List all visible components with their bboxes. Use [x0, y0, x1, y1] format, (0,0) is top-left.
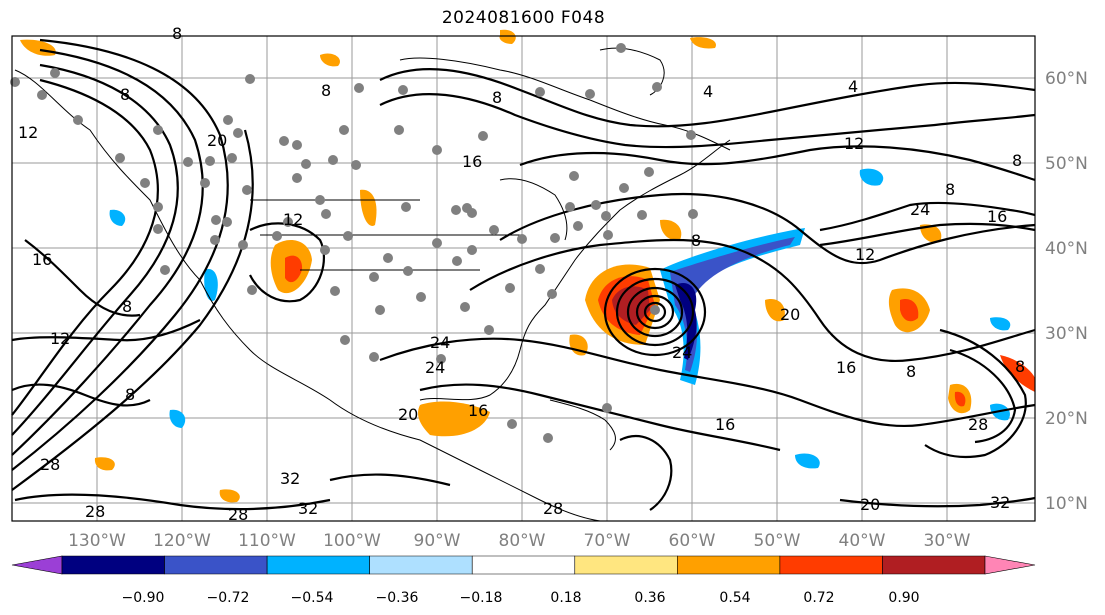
svg-text:20: 20 [398, 405, 418, 424]
colorbar-bin [369, 555, 473, 575]
coastlines [14, 47, 731, 522]
svg-text:40°W: 40°W [839, 531, 886, 551]
colorbar-labels: −0.90 −0.72 −0.54 −0.36 −0.18 0.18 0.36 … [122, 590, 920, 606]
map-area [12, 36, 1035, 521]
svg-text:8: 8 [945, 180, 955, 199]
colorbar-bin [574, 555, 678, 575]
svg-text:8: 8 [125, 385, 135, 404]
svg-text:16: 16 [715, 415, 735, 434]
colorbar-label: 0.90 [888, 590, 919, 606]
svg-text:8: 8 [492, 88, 502, 107]
svg-text:12: 12 [50, 329, 70, 348]
svg-text:16: 16 [32, 250, 52, 269]
svg-text:50°N: 50°N [1045, 154, 1088, 174]
svg-text:130°W: 130°W [68, 531, 126, 551]
colorbar-bin [11, 555, 63, 575]
svg-text:32: 32 [298, 499, 318, 518]
svg-text:40°N: 40°N [1045, 239, 1088, 259]
contour-lines [11, 38, 1036, 511]
svg-text:32: 32 [990, 493, 1010, 512]
colorbar-label: 0.54 [719, 590, 750, 606]
colorbar-bin [266, 555, 370, 575]
map-title: 2024081600 F048 [441, 8, 606, 28]
svg-text:24: 24 [425, 358, 445, 377]
svg-text:4: 4 [848, 77, 858, 96]
longitude-labels: 130°W 120°W 110°W 100°W 90°W 80°W 70°W 6… [68, 531, 971, 551]
svg-text:20°N: 20°N [1045, 409, 1088, 429]
station-markers [10, 43, 698, 443]
svg-text:16: 16 [462, 152, 482, 171]
colorbar-label: 0.72 [803, 590, 834, 606]
svg-text:28: 28 [228, 505, 248, 524]
svg-text:16: 16 [468, 401, 488, 420]
svg-text:110°W: 110°W [238, 531, 296, 551]
svg-text:20: 20 [207, 131, 227, 150]
svg-text:70°W: 70°W [584, 531, 631, 551]
colorbar-bin [61, 555, 165, 575]
map-frame [11, 35, 1036, 522]
svg-text:12: 12 [18, 123, 38, 142]
svg-text:28: 28 [40, 455, 60, 474]
colorbar-bin [984, 555, 1036, 575]
colorbar-bin [677, 555, 781, 575]
svg-text:8: 8 [122, 297, 132, 316]
svg-text:12: 12 [855, 245, 875, 264]
colorbar-label: −0.72 [207, 590, 250, 606]
colorbar-bin [164, 555, 268, 575]
svg-text:12: 12 [844, 134, 864, 153]
svg-text:16: 16 [836, 358, 856, 377]
svg-text:8: 8 [321, 81, 331, 100]
svg-text:12: 12 [283, 210, 303, 229]
svg-text:8: 8 [906, 362, 916, 381]
svg-text:90°W: 90°W [414, 531, 461, 551]
svg-text:24: 24 [430, 333, 450, 352]
svg-text:28: 28 [968, 415, 988, 434]
svg-text:24: 24 [910, 200, 930, 219]
colorbar [11, 555, 1036, 575]
colorbar-label: −0.18 [460, 590, 503, 606]
svg-text:8: 8 [691, 231, 701, 250]
svg-text:80°W: 80°W [499, 531, 546, 551]
svg-text:16: 16 [987, 207, 1007, 226]
svg-text:100°W: 100°W [323, 531, 381, 551]
svg-text:8: 8 [172, 24, 182, 43]
svg-text:120°W: 120°W [153, 531, 211, 551]
svg-text:60°N: 60°N [1045, 69, 1088, 89]
svg-text:10°N: 10°N [1045, 494, 1088, 514]
colorbar-bin [471, 555, 576, 575]
svg-text:60°W: 60°W [669, 531, 716, 551]
svg-text:20: 20 [860, 495, 880, 514]
colorbar-label: 0.36 [634, 590, 665, 606]
colorbar-label: −0.54 [291, 590, 334, 606]
svg-text:32: 32 [280, 469, 300, 488]
svg-text:8: 8 [120, 85, 130, 104]
colorbar-label: −0.90 [122, 590, 165, 606]
svg-text:24: 24 [672, 343, 692, 362]
svg-text:8: 8 [1015, 357, 1025, 376]
latitude-labels: 60°N 50°N 40°N 30°N 20°N 10°N [1045, 69, 1088, 514]
svg-text:28: 28 [543, 499, 563, 518]
svg-text:4: 4 [703, 82, 713, 101]
contour-labels: 8 8 8 4 4 8 12 12 16 20 12 8 8 12 16 16 … [18, 24, 1025, 524]
svg-text:50°W: 50°W [754, 531, 801, 551]
colorbar-label: −0.36 [376, 590, 419, 606]
svg-text:28: 28 [85, 502, 105, 521]
graticule [12, 36, 1035, 521]
svg-text:8: 8 [1012, 151, 1022, 170]
svg-text:30°W: 30°W [924, 531, 971, 551]
svg-text:30°N: 30°N [1045, 324, 1088, 344]
colorbar-bin [779, 555, 883, 575]
colorbar-label: 0.18 [550, 590, 581, 606]
svg-text:20: 20 [780, 305, 800, 324]
colorbar-bin [882, 555, 986, 575]
